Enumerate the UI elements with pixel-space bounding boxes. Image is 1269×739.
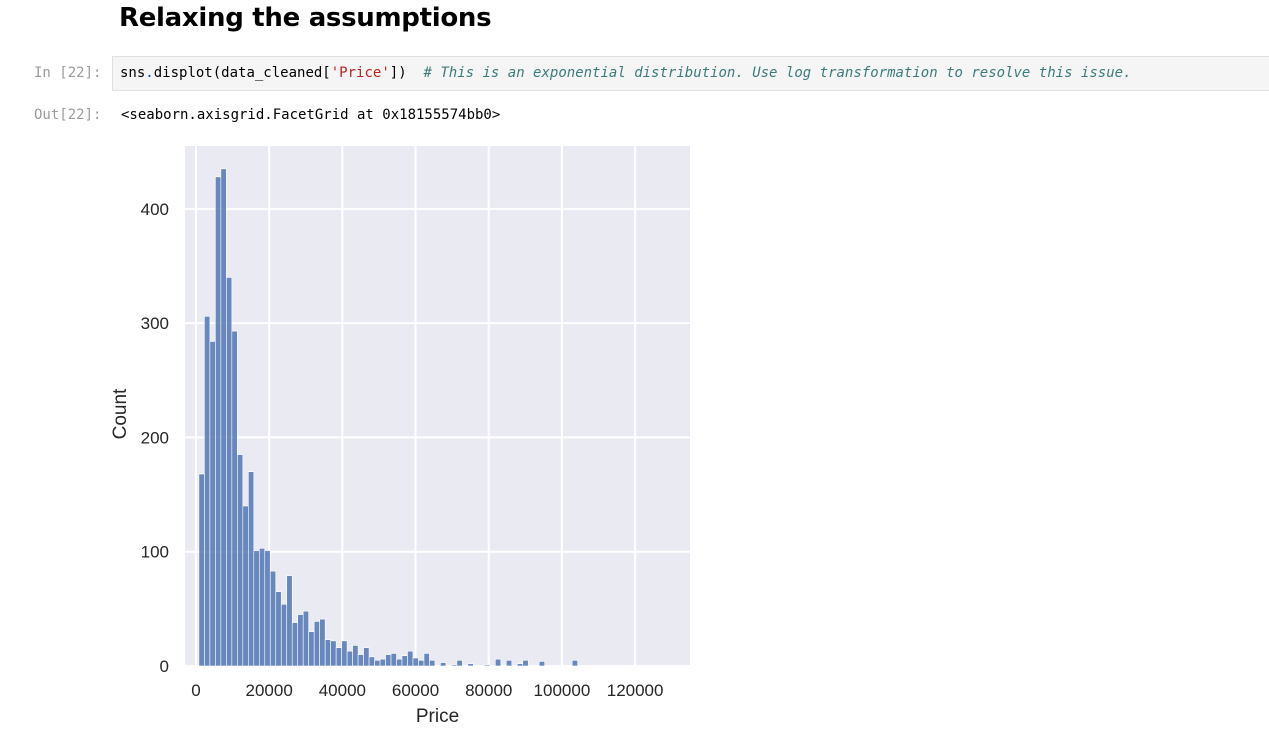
y-axis-label: Count bbox=[110, 388, 131, 439]
histogram-bar bbox=[390, 653, 397, 667]
code-close: ]) bbox=[389, 65, 424, 81]
histogram-bar bbox=[429, 659, 436, 667]
histogram-bar bbox=[226, 277, 233, 667]
output-prompt: Out[22]: bbox=[34, 107, 102, 123]
histogram-bar bbox=[418, 659, 425, 667]
histogram-bar bbox=[280, 603, 288, 667]
code-string: 'Price' bbox=[330, 65, 390, 81]
histogram-bar bbox=[215, 176, 222, 667]
histogram-bar bbox=[319, 618, 326, 667]
y-tick-labels: 0 100 200 300 400 bbox=[141, 200, 169, 676]
histogram-bar bbox=[220, 168, 227, 667]
y-tick-label: 400 bbox=[141, 200, 169, 219]
x-tick-label: 0 bbox=[191, 681, 200, 700]
histogram-bar bbox=[456, 659, 463, 667]
histogram-bar bbox=[363, 647, 370, 667]
histogram-bar bbox=[231, 330, 238, 667]
y-tick-label: 200 bbox=[141, 428, 169, 447]
histogram-bar bbox=[275, 591, 282, 667]
histogram-bars bbox=[198, 168, 578, 667]
x-tick-labels: 0 20000 40000 60000 80000 100000 120000 bbox=[191, 681, 663, 700]
histogram-bar bbox=[313, 621, 320, 667]
price-histogram: 0 20000 40000 60000 80000 100000 120000 0 100 20… bbox=[110, 146, 690, 727]
histogram-bar bbox=[308, 631, 315, 667]
histogram-bar bbox=[198, 473, 205, 667]
histogram-bar bbox=[484, 664, 491, 667]
histogram-bar bbox=[330, 640, 337, 667]
histogram-bar bbox=[538, 661, 546, 667]
histogram-bar bbox=[346, 650, 353, 667]
code-cell[interactable]: sns.displot(data_cleaned['Price']) # Thi… bbox=[112, 56, 1269, 91]
histogram-bar bbox=[423, 653, 430, 667]
code-line[interactable]: sns.displot(data_cleaned['Price']) # Thi… bbox=[120, 65, 1132, 81]
histogram-bar bbox=[248, 471, 255, 667]
histogram-bar bbox=[516, 663, 524, 667]
histogram-bar bbox=[253, 550, 260, 667]
code-call: displot(data_cleaned[ bbox=[153, 65, 331, 81]
histogram-bar bbox=[258, 547, 266, 667]
histogram-bar bbox=[440, 662, 447, 667]
histogram-bar bbox=[451, 664, 458, 667]
histogram-bar bbox=[374, 659, 381, 667]
x-tick-label: 80000 bbox=[465, 681, 512, 700]
histogram-bar bbox=[401, 655, 408, 667]
histogram-bar bbox=[407, 650, 414, 667]
histogram-bar bbox=[571, 659, 578, 667]
histogram-bar bbox=[297, 614, 304, 667]
code-comment: # This is an exponential distribution. U… bbox=[423, 65, 1132, 81]
histogram-bar bbox=[412, 657, 419, 667]
output-text: <seaborn.axisgrid.FacetGrid at 0x1815557… bbox=[121, 107, 501, 123]
y-tick-label: 0 bbox=[160, 657, 169, 676]
histogram-bar bbox=[264, 550, 271, 667]
histogram-bar bbox=[335, 647, 342, 667]
histogram-bar bbox=[522, 659, 529, 667]
histogram-bar bbox=[341, 640, 348, 667]
histogram-bar bbox=[467, 663, 474, 667]
histogram-bar bbox=[324, 639, 331, 667]
histogram-bar bbox=[291, 622, 299, 667]
histogram-bar bbox=[357, 654, 364, 667]
histogram-bar bbox=[204, 315, 211, 667]
histogram-bar bbox=[495, 658, 502, 667]
histogram-bar bbox=[242, 505, 249, 667]
histogram-bar bbox=[286, 575, 293, 667]
histogram-bar bbox=[396, 658, 403, 667]
y-tick-label: 300 bbox=[141, 314, 169, 333]
x-tick-label: 20000 bbox=[246, 681, 293, 700]
y-tick-label: 100 bbox=[141, 543, 169, 562]
x-tick-label: 120000 bbox=[607, 681, 664, 700]
histogram-bar bbox=[209, 341, 216, 667]
x-tick-label: 40000 bbox=[319, 681, 366, 700]
code-dot-operator: . bbox=[145, 65, 154, 81]
code-module: sns bbox=[120, 65, 146, 81]
histogram-bar bbox=[368, 656, 375, 667]
histogram-bar bbox=[505, 659, 513, 667]
x-tick-label: 60000 bbox=[392, 681, 439, 700]
x-tick-label: 100000 bbox=[534, 681, 591, 700]
histogram-bar bbox=[385, 654, 392, 667]
histogram-bar bbox=[237, 454, 244, 667]
x-axis-label: Price bbox=[416, 706, 459, 727]
histogram-bar bbox=[379, 658, 386, 667]
histogram-bar bbox=[302, 610, 309, 667]
histogram-bar bbox=[269, 570, 277, 667]
section-heading: Relaxing the assumptions bbox=[119, 3, 492, 33]
histogram-bar bbox=[352, 645, 359, 667]
input-prompt: In [22]: bbox=[34, 65, 102, 81]
